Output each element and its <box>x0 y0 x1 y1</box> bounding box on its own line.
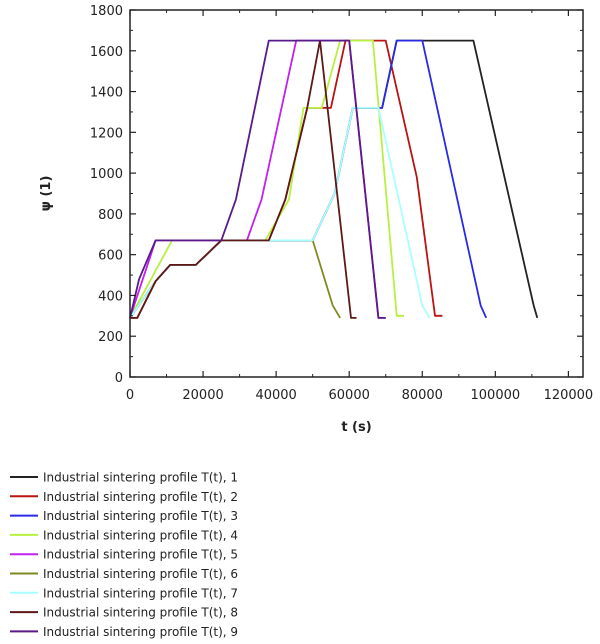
y-tick-label: 200 <box>98 330 123 345</box>
y-tick-label: 0 <box>115 371 123 386</box>
y-axis-title: ψ (1) <box>39 176 54 212</box>
plot-lines <box>129 39 539 319</box>
legend-label: Industrial sintering profile T(t), 7 <box>43 586 238 600</box>
legend-item: Industrial sintering profile T(t), 1 <box>10 471 238 485</box>
y-tick-label: 1000 <box>90 167 123 182</box>
legend-item: Industrial sintering profile T(t), 7 <box>10 586 238 600</box>
series-line-3 <box>129 39 488 319</box>
x-tick-label: 60000 <box>329 388 370 403</box>
legend-label: Industrial sintering profile T(t), 9 <box>43 625 238 639</box>
series-line-8 <box>130 39 357 319</box>
legend-item: Industrial sintering profile T(t), 9 <box>10 625 238 639</box>
legend: Industrial sintering profile T(t), 1 Indu… <box>10 471 238 639</box>
series-line-2 <box>130 39 443 319</box>
axis-ticks: 0 20000 40000 60000 80000 100000 120000 0 200 400… <box>90 4 593 403</box>
x-tick-label: 20000 <box>182 388 223 403</box>
x-tick-label: 0 <box>126 388 134 403</box>
x-axis-title: t (s) <box>341 420 371 435</box>
legend-label: Industrial sintering profile T(t), 4 <box>43 528 238 542</box>
y-tick-label: 1200 <box>90 126 123 141</box>
series-line-6 <box>129 239 341 319</box>
y-tick-label: 1800 <box>90 4 123 19</box>
series-line-1 <box>129 39 539 319</box>
legend-item: Industrial sintering profile T(t), 2 <box>10 490 238 504</box>
legend-item: Industrial sintering profile T(t), 5 <box>10 548 238 562</box>
legend-label: Industrial sintering profile T(t), 2 <box>43 490 238 504</box>
y-tick-label: 1600 <box>90 45 123 60</box>
legend-label: Industrial sintering profile T(t), 8 <box>43 606 238 620</box>
y-tick-label: 800 <box>98 208 123 223</box>
legend-label: Industrial sintering profile T(t), 6 <box>43 567 238 581</box>
series-line-5 <box>129 39 386 319</box>
legend-item: Industrial sintering profile T(t), 3 <box>10 509 238 523</box>
series-line-9 <box>129 39 386 319</box>
legend-label: Industrial sintering profile T(t), 5 <box>43 548 238 562</box>
y-tick-label: 1400 <box>90 86 123 101</box>
x-tick-label: 100000 <box>471 388 521 403</box>
plot-frame <box>129 9 584 378</box>
legend-label: Industrial sintering profile T(t), 3 <box>43 509 238 523</box>
legend-item: Industrial sintering profile T(t), 4 <box>10 528 238 542</box>
x-tick-label: 120000 <box>544 388 594 403</box>
x-tick-label: 40000 <box>255 388 296 403</box>
legend-label: Industrial sintering profile T(t), 1 <box>43 471 238 485</box>
legend-item: Industrial sintering profile T(t), 8 <box>10 606 238 620</box>
legend-item: Industrial sintering profile T(t), 6 <box>10 567 238 581</box>
y-tick-label: 400 <box>98 289 123 304</box>
x-tick-label: 80000 <box>402 388 443 403</box>
y-tick-label: 600 <box>98 249 123 264</box>
